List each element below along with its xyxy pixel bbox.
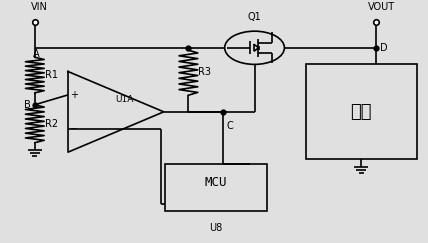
Text: A: A bbox=[33, 49, 39, 59]
Text: B: B bbox=[24, 100, 30, 110]
Text: R1: R1 bbox=[45, 70, 59, 80]
Text: U8: U8 bbox=[210, 223, 223, 233]
Text: −: − bbox=[70, 124, 78, 134]
Text: R3: R3 bbox=[198, 67, 211, 77]
Text: MCU: MCU bbox=[205, 176, 227, 190]
Text: +: + bbox=[71, 90, 78, 100]
Text: VIN: VIN bbox=[30, 2, 48, 12]
Text: VOUT: VOUT bbox=[368, 2, 395, 12]
Text: D: D bbox=[380, 43, 388, 53]
Text: U1A: U1A bbox=[115, 95, 134, 104]
Bar bbox=[306, 64, 416, 159]
Text: R2: R2 bbox=[45, 119, 59, 129]
Text: C: C bbox=[227, 121, 234, 131]
Bar bbox=[165, 164, 268, 211]
Text: 相机: 相机 bbox=[351, 103, 372, 121]
Text: Q1: Q1 bbox=[248, 12, 262, 22]
